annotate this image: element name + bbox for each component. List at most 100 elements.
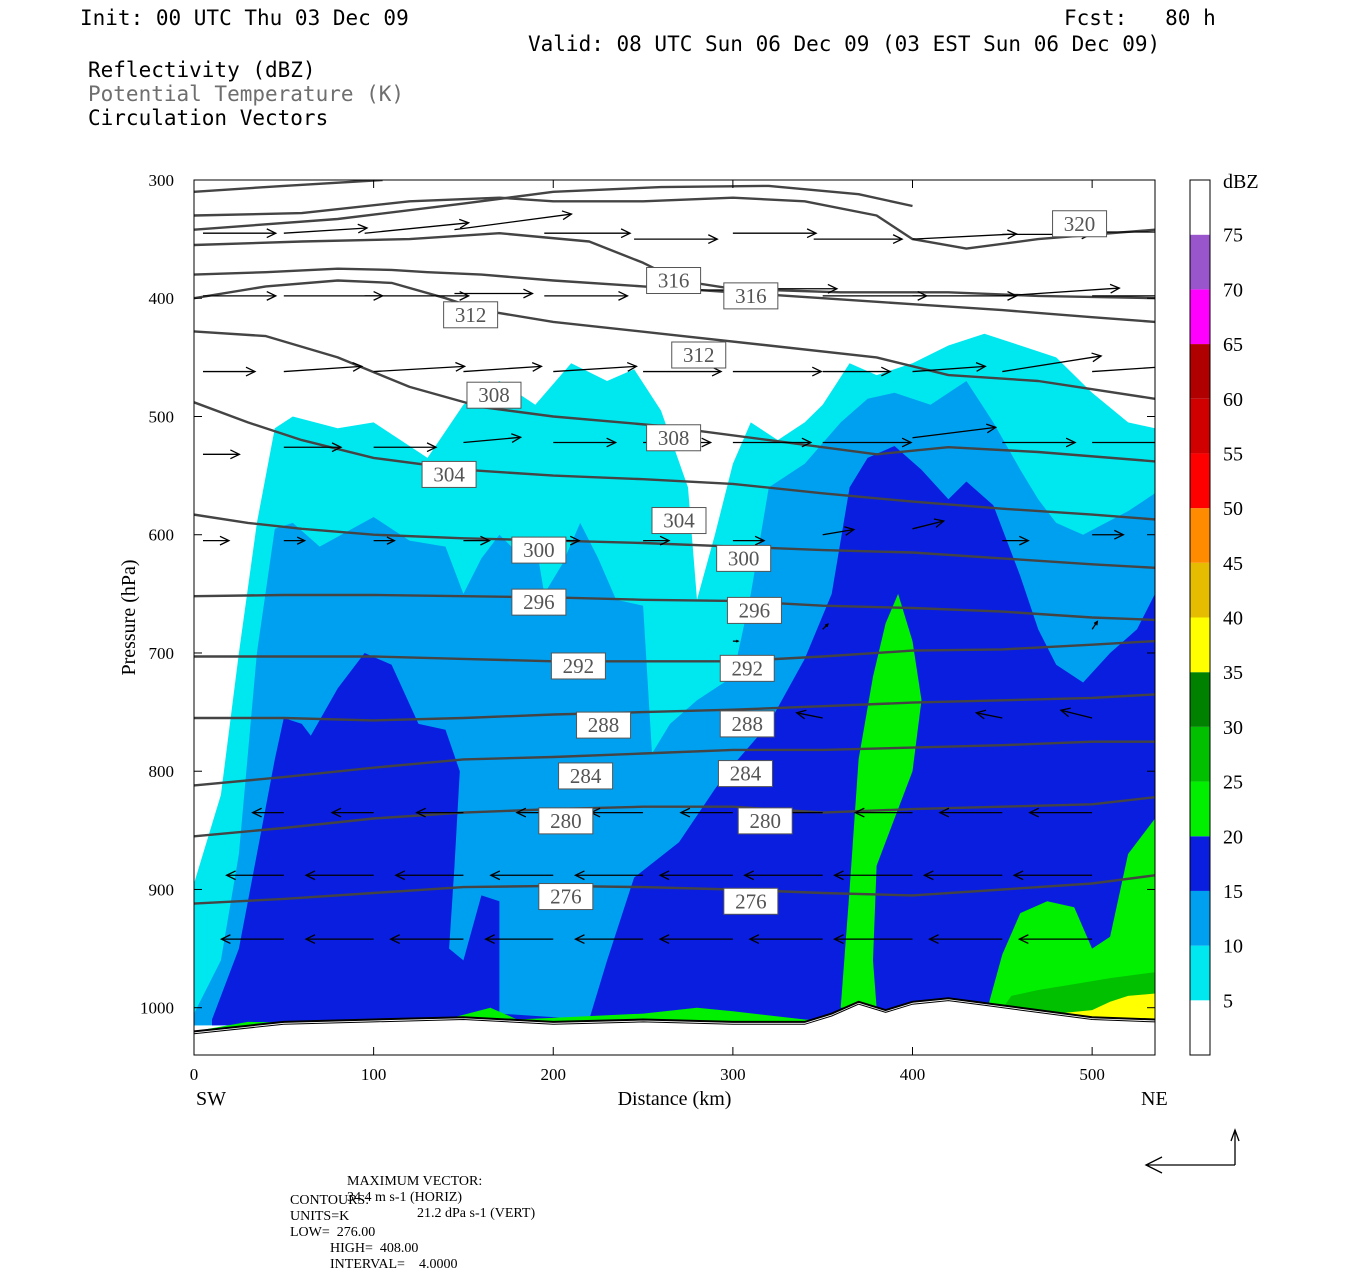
contour-label-text: 300 xyxy=(728,546,760,570)
contour-label: 284 xyxy=(558,762,614,790)
vector-head xyxy=(974,709,987,720)
vector-head xyxy=(824,623,829,628)
ground-line-lower xyxy=(194,1000,1155,1035)
vector-head xyxy=(844,526,856,536)
circulation-vector xyxy=(732,639,740,643)
y-tick-label: 500 xyxy=(149,407,175,426)
vector-head xyxy=(707,234,719,245)
vector-head xyxy=(1166,228,1175,237)
circulation-vector xyxy=(822,437,913,448)
circulation-vector xyxy=(822,623,829,630)
vector-head xyxy=(296,536,307,545)
colorbar-swatch xyxy=(1190,234,1210,290)
circulation-vector xyxy=(463,362,543,373)
circulation-vector xyxy=(389,934,464,945)
circulation-vector xyxy=(463,535,491,546)
circulation-vector xyxy=(748,934,823,945)
circulation-vector xyxy=(283,442,343,453)
circulation-vector xyxy=(1059,707,1093,719)
vector-head xyxy=(219,934,231,945)
contour-label-box xyxy=(646,424,702,452)
vector-head xyxy=(743,870,754,881)
vector-head xyxy=(352,362,364,372)
colorbar-tick-label: 20 xyxy=(1223,826,1243,848)
vector-head xyxy=(1161,363,1170,372)
field-label-reflectivity: Reflectivity (dBZ) xyxy=(88,58,316,82)
vector-head xyxy=(266,290,278,301)
theta-contour-320 xyxy=(194,196,1155,250)
contour-label: 312 xyxy=(671,341,727,369)
contour-label-box xyxy=(538,883,594,911)
vector-head xyxy=(304,870,316,881)
contour-label: 280 xyxy=(538,807,594,835)
vector-head xyxy=(881,366,892,377)
circulation-vector xyxy=(202,449,241,460)
circulation-vector xyxy=(1002,283,1121,297)
vector-head xyxy=(1109,283,1121,294)
contour-label-text: 280 xyxy=(550,809,582,833)
colorbar-swatch xyxy=(1190,344,1210,399)
vector-head xyxy=(801,437,813,448)
colorbar-swatch xyxy=(1190,726,1210,782)
contour-label-box xyxy=(737,807,793,835)
theta-contour-276 xyxy=(194,874,1155,905)
vector-head xyxy=(389,934,400,945)
footer-high: HIGH= 408.00 xyxy=(330,1241,419,1256)
contour-label-text: 292 xyxy=(563,654,595,678)
contour-label: 312 xyxy=(443,301,499,329)
circulation-vector xyxy=(1092,363,1170,373)
vector-head xyxy=(330,807,342,818)
vector-head xyxy=(266,228,278,239)
vector-shaft xyxy=(373,365,465,373)
colorbar-tick-label: 70 xyxy=(1223,279,1243,301)
footer-units: UNITS=K xyxy=(290,1209,350,1224)
circulation-vector xyxy=(454,210,573,231)
contour-label-box xyxy=(511,536,567,564)
contour-label-box xyxy=(1052,210,1108,238)
contour-label: 300 xyxy=(716,544,772,572)
vector-head xyxy=(569,535,581,546)
contour-label: 292 xyxy=(550,652,606,680)
contour-label-text: 284 xyxy=(570,764,602,788)
circulation-vector xyxy=(553,437,618,448)
contour-label-text: 296 xyxy=(739,598,771,622)
colorbar-tick-label: 75 xyxy=(1223,225,1243,247)
vector-head xyxy=(304,934,316,945)
colorbar-tick-label: 25 xyxy=(1223,772,1243,794)
contour-label-box xyxy=(466,381,522,409)
vector-head xyxy=(1166,438,1175,447)
init-time: Init: 00 UTC Thu 03 Dec 09 xyxy=(80,6,409,30)
circulation-vector xyxy=(912,362,987,373)
colorbar-swatch xyxy=(1190,398,1210,454)
vector-head xyxy=(331,442,343,453)
vector-shaft xyxy=(912,365,986,373)
vector-head xyxy=(480,535,491,546)
theta-contour-280 xyxy=(194,796,1155,838)
circulation-vector xyxy=(732,437,813,448)
circulation-vector xyxy=(373,442,438,453)
vector-head xyxy=(1028,807,1040,818)
colorbar-tick-label: 35 xyxy=(1223,662,1243,684)
x-tick-label: 500 xyxy=(1079,1065,1105,1084)
colorbar-tick-label: 60 xyxy=(1223,389,1243,411)
colorbar-tick-label: 40 xyxy=(1223,608,1243,630)
vector-head xyxy=(484,934,495,945)
vector-head xyxy=(735,639,740,643)
colorbar-frame xyxy=(1189,179,1211,1056)
x-tick-label: 300 xyxy=(720,1065,746,1084)
vector-head xyxy=(606,437,618,448)
theta-contour-300 xyxy=(194,513,1155,569)
contour-label-text: 300 xyxy=(523,538,555,562)
field-label-vectors: Circulation Vectors xyxy=(88,106,329,130)
contour-label-text: 312 xyxy=(683,343,715,367)
vector-head xyxy=(515,807,527,818)
x-tick-label: 200 xyxy=(541,1065,567,1084)
contour-label-box xyxy=(723,282,779,310)
vector-head xyxy=(806,228,818,239)
contour-label-box xyxy=(550,652,606,680)
contour-label-box xyxy=(716,544,772,572)
vector-head xyxy=(938,807,950,818)
x-tick-label: 100 xyxy=(361,1065,387,1084)
vector-shaft xyxy=(364,222,469,234)
